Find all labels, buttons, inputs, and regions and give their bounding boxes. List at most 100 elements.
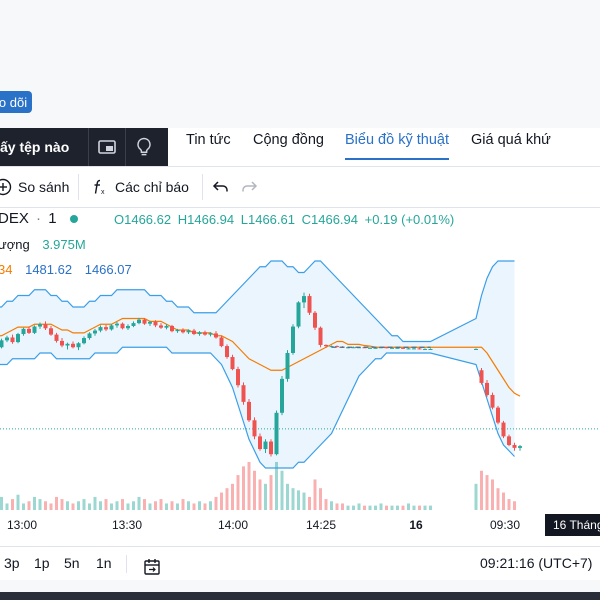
volume-bar [154,501,157,510]
candle [98,327,103,331]
range-1n-button[interactable]: 1n [96,555,112,571]
volume-bar [110,503,113,510]
volume-bar [286,483,289,510]
volume-bar [308,496,311,510]
candle [126,325,130,329]
candle [479,370,484,383]
candle [82,338,86,344]
candle [131,323,136,326]
candle [65,343,70,346]
legend-close: C1466.94 [301,212,358,227]
time-tick: 09:30 [489,518,521,532]
volume-bar [407,503,410,510]
volume-bar [49,503,53,510]
volume-bar [258,479,262,510]
picture-in-picture-icon[interactable] [88,128,125,166]
redo-button[interactable] [240,167,258,207]
volume-bar [104,499,108,510]
footer-bar [0,592,600,600]
candle [0,340,4,348]
candle [518,446,522,448]
volume-bar [302,492,306,510]
volume-bar [346,505,350,510]
price-chart[interactable] [0,206,600,512]
legend-bb-upper: 1481.62 [25,262,73,277]
date-range-button[interactable] [143,555,161,575]
volume-bar [214,496,218,510]
volume-bar [198,501,201,510]
chart-toolbar: So sánh x Các chỉ báo [0,166,600,208]
legend-interval: 1 [48,210,57,227]
volume-bar [236,475,240,510]
candle [236,369,240,386]
range-3p-button[interactable]: 3p [4,555,20,571]
volume-bar [385,505,388,510]
tab-technical-chart[interactable]: Biểu đồ kỹ thuật [345,128,449,166]
legend-bb-partial: 34 [0,262,13,277]
volume-bar [11,499,14,510]
candle [258,436,262,450]
candle [474,348,478,350]
candle [109,325,114,330]
volume-bar [253,470,256,510]
candle [351,347,356,349]
candle [164,325,169,328]
volume-bar [368,505,372,510]
volume-bar [165,503,168,510]
candle [274,412,279,455]
candle [49,328,53,335]
legend-open: O1466.62 [114,212,172,227]
range-5n-button[interactable]: 5n [64,555,80,571]
candle [60,340,64,346]
volume-bar [297,490,300,510]
volume-bar [390,505,394,510]
tab-news[interactable]: Tin tức [186,132,231,148]
candle [373,347,378,349]
active-tab-underline [345,158,449,160]
volume-bar [280,470,284,510]
candle [291,326,295,353]
clock-readout[interactable]: 09:21:16 (UTC+7) [480,555,593,571]
time-tick: 16 [409,518,423,532]
candle [142,319,147,324]
watchlist-label[interactable]: ấy tệp nào [0,139,70,155]
volume-bar [507,499,511,510]
volume-bar [485,475,489,510]
candle [5,337,9,341]
candle [170,325,174,332]
candle [153,321,158,326]
lightbulb-icon[interactable] [125,128,162,166]
volume-bar [38,499,42,510]
follow-button[interactable]: o dõi [0,91,32,113]
footer-strip [0,580,600,600]
volume-bar [242,466,245,510]
legend-bb-lower: 1466.07 [84,262,132,277]
volume-bar [231,483,234,510]
volume-bar [423,505,427,510]
compare-button[interactable]: So sánh [0,167,69,207]
watchlist-bar: ấy tệp nào [0,128,168,166]
candle [159,325,163,328]
tab-price-history[interactable]: Giá quá khứ [471,132,551,148]
legend-high: H1466.94 [177,212,235,227]
candle [175,330,180,332]
tab-community[interactable]: Cộng đồng [253,132,324,148]
volume-bar [71,503,75,510]
volume-bar [496,488,500,510]
candle [412,348,416,350]
volume-bar [16,494,20,510]
legend-row-bollinger: 34 1481.62 1466.07 [0,262,135,277]
volume-bar [502,492,505,510]
range-1p-button[interactable]: 1p [34,555,50,571]
indicators-button[interactable]: x Các chỉ báo [90,167,189,207]
candle [302,296,306,303]
volume-bar [319,488,322,510]
candle [87,333,92,339]
volume-bar [44,501,47,510]
volume-bar [374,505,377,510]
candle [214,333,218,338]
undo-button[interactable] [212,167,230,207]
candle [263,441,268,450]
legend-row-volume: ượng 3.975M [0,237,89,252]
candle [181,330,185,333]
